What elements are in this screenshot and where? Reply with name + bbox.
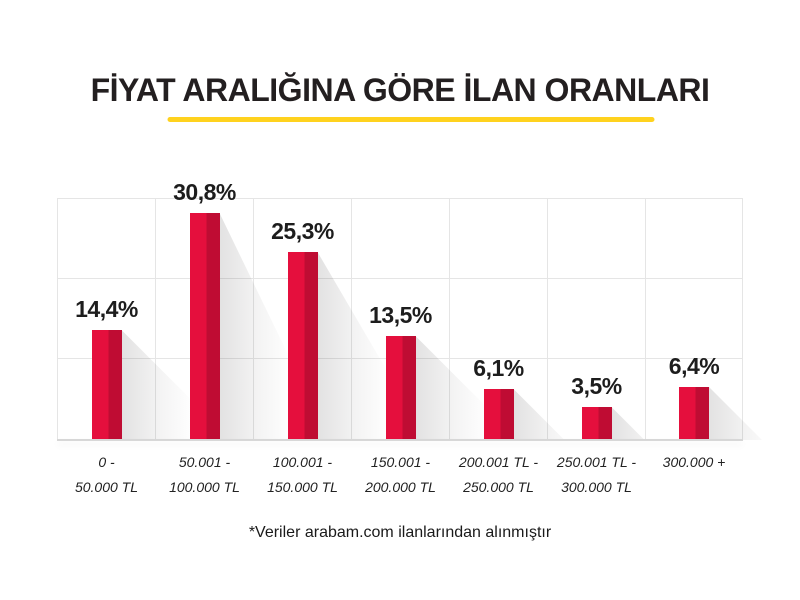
category-label: 100.001 - 150.000 TL bbox=[254, 450, 351, 500]
bar-shadow bbox=[709, 387, 762, 440]
category-label-line: 100.001 - bbox=[272, 454, 333, 470]
category-label-line: 50.000 TL bbox=[74, 479, 139, 495]
chart-column: 3,5% 250.001 TL - 300.000 TL bbox=[547, 198, 645, 495]
bar bbox=[189, 213, 220, 440]
bar-value-label: 3,5% bbox=[571, 373, 622, 399]
bar-value-label: 25,3% bbox=[271, 218, 334, 244]
category-label-line: 150.000 TL bbox=[267, 479, 338, 495]
x-axis-baseline bbox=[57, 439, 743, 441]
bar bbox=[679, 387, 709, 440]
bar bbox=[91, 330, 122, 440]
gridline-horizontal bbox=[57, 278, 743, 279]
category-label-line: 150.001 - bbox=[370, 454, 431, 470]
title-underline bbox=[167, 117, 655, 122]
chart-column: 6,4% 300.000 + bbox=[645, 198, 762, 470]
category-label-line: 50.001 - bbox=[178, 454, 231, 470]
category-label: 0 - 50.000 TL bbox=[58, 450, 155, 500]
source-footnote: *Veriler arabam.com ilanlarından alınmış… bbox=[248, 524, 552, 541]
page-title: FİYAT ARALIĞINA GÖRE İLAN ORANLARI bbox=[90, 72, 710, 108]
category-label-line: 300.000 + bbox=[662, 454, 726, 470]
bar bbox=[581, 407, 612, 440]
category-label: 200.001 TL - 250.000 TL bbox=[450, 450, 547, 500]
bar-value-label: 14,4% bbox=[75, 296, 138, 322]
bar bbox=[287, 252, 318, 440]
category-label: 300.000 + bbox=[646, 450, 742, 475]
category-label-line: 100.000 TL bbox=[169, 479, 240, 495]
chart-column: 14,4% 0 - 50.000 TL bbox=[57, 198, 232, 495]
category-label-line: 250.001 TL - bbox=[556, 454, 637, 470]
category-label: 250.001 TL - 300.000 TL bbox=[548, 450, 645, 500]
category-label-line: 250.000 TL bbox=[463, 479, 534, 495]
bar bbox=[483, 389, 514, 440]
category-label-line: 200.000 TL bbox=[365, 479, 436, 495]
bar bbox=[385, 336, 416, 440]
category-label-line: 300.000 TL bbox=[561, 479, 632, 495]
bar-value-label: 30,8% bbox=[173, 179, 236, 205]
bar-value-label: 6,1% bbox=[473, 355, 524, 381]
category-label-line: 200.001 TL - bbox=[458, 454, 539, 470]
bar-value-label: 6,4% bbox=[668, 353, 720, 379]
bar-shadow bbox=[611, 407, 645, 440]
bar-value-label: 13,5% bbox=[369, 302, 432, 328]
category-label: 150.001 - 200.000 TL bbox=[352, 450, 449, 500]
bar-chart: 14,4% 0 - 50.000 TL 30,8% 50.001 - 100.000 TL… bbox=[57, 179, 762, 495]
category-label-line: 0 - bbox=[98, 454, 115, 470]
gridline-horizontal bbox=[57, 198, 743, 199]
category-label: 50.001 - 100.000 TL bbox=[156, 450, 253, 500]
